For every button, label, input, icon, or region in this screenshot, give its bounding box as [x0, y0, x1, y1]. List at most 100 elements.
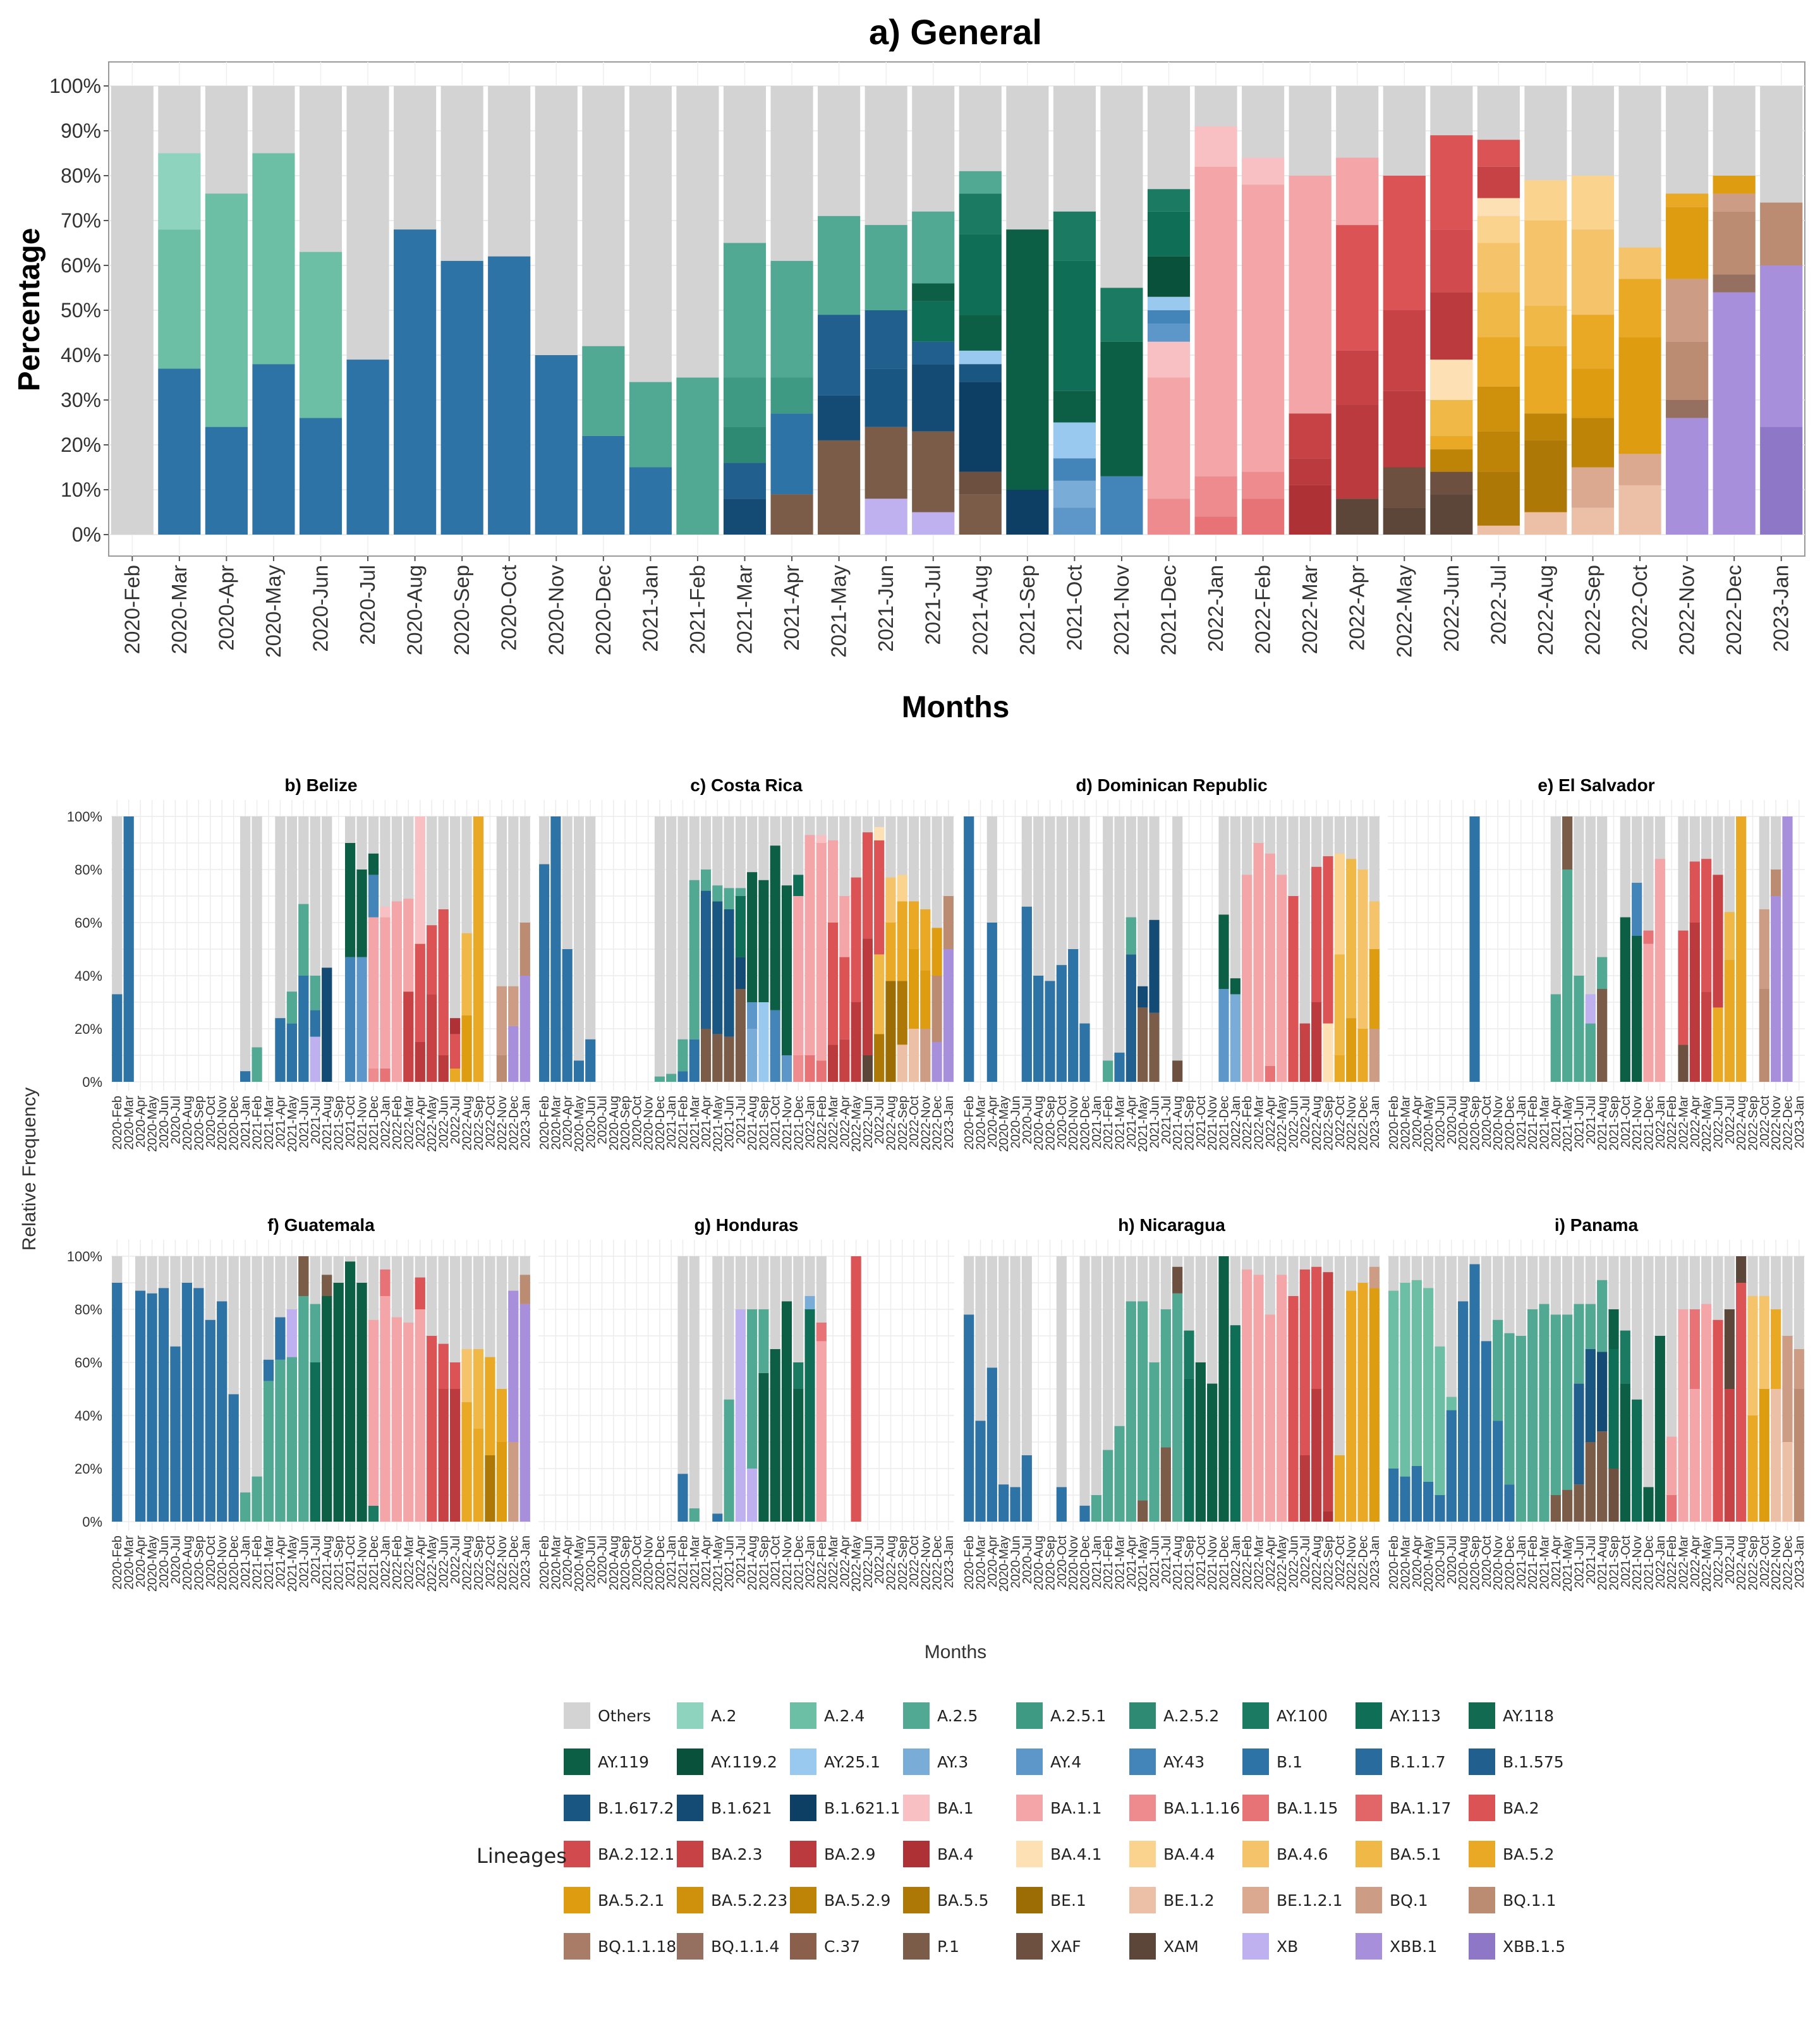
panel-x-tick-label: 2020-Sep — [619, 1096, 633, 1151]
general-x-tick-label: 2020-Sep — [450, 565, 473, 655]
panel-bar-segment — [851, 877, 861, 1002]
general-bar-segment — [723, 243, 767, 378]
panel-x-tick-label: 2022-Jun — [1712, 1536, 1726, 1588]
panel-bar-segment — [677, 1474, 688, 1522]
panel-bar-segment — [461, 1015, 472, 1082]
panel-x-tick-label: 2020-Jun — [1434, 1096, 1448, 1148]
legend-swatch — [677, 1841, 703, 1867]
panels-x-axis-label: Months — [925, 1642, 986, 1663]
panel-bar-segment — [380, 1270, 391, 1296]
legend-swatch — [1356, 1702, 1382, 1729]
panel-bar-segment — [1585, 1304, 1596, 1349]
panel-x-tick-label: 2021-Feb — [1526, 1536, 1540, 1590]
panel-x-tick-label: 2022-Nov — [1769, 1096, 1783, 1151]
panel-bar-others — [1103, 816, 1113, 1082]
panel-x-tick-label: 2021-Dec — [367, 1096, 381, 1151]
panel-x-tick-label: 2020-Jul — [596, 1096, 610, 1144]
general-bar-segment — [959, 315, 1002, 351]
panel-bar-segment — [1230, 978, 1241, 995]
panel-x-tick-label: 2020-Apr — [134, 1096, 148, 1148]
general-bar-segment — [1430, 229, 1473, 293]
panel-x-tick-label: 2020-Nov — [642, 1536, 656, 1591]
panel-bar-segment — [986, 923, 997, 1082]
panel-bar-segment — [1597, 1352, 1608, 1432]
panel-x-tick-label: 2023-Jan — [942, 1536, 956, 1588]
panel-x-tick-label: 2021-Jul — [734, 1096, 748, 1144]
panel-background — [963, 1240, 1380, 1530]
panel-bar-segment — [747, 872, 758, 1002]
panel-bar-segment — [322, 967, 332, 1082]
general-bar-segment — [158, 153, 201, 230]
panel-x-tick-label: 2020-Aug — [1457, 1536, 1471, 1591]
panel-x-tick-label: 2020-Oct — [1055, 1096, 1069, 1148]
panel-bar-segment — [666, 1074, 677, 1082]
panel-bar-segment — [1311, 1266, 1322, 1389]
legend-swatch — [1242, 1841, 1269, 1867]
panel-x-tick-label: 2022-Dec — [507, 1096, 521, 1151]
panel-x-tick-label: 2020-Dec — [1503, 1536, 1517, 1591]
panel-bar-segment — [1184, 1378, 1194, 1522]
panel-x-tick-label: 2022-Feb — [1241, 1096, 1254, 1150]
panel-bar-segment — [964, 816, 974, 1082]
panel-x-tick-label: 2022-Oct — [1333, 1096, 1347, 1148]
panel-bar-segment — [931, 1042, 942, 1082]
panel-bar-segment — [964, 1314, 974, 1522]
panel-bar-segment — [1311, 866, 1322, 1002]
legend-swatch — [1356, 1748, 1382, 1775]
panel-bar-segment — [1689, 1389, 1700, 1522]
general-y-tick-label: 50% — [61, 299, 101, 322]
panel-bar-segment — [415, 1309, 425, 1522]
panel-x-tick-label: 2021-Oct — [769, 1096, 783, 1148]
panel-x-tick-label: 2021-Oct — [1194, 1096, 1208, 1148]
panel-bar-segment — [368, 917, 379, 1069]
panel-x-tick-label: 2023-Jan — [942, 1096, 956, 1148]
panel-bar-segment — [897, 1045, 907, 1082]
general-bar-segment — [629, 382, 672, 468]
panel-x-tick-label: 2022-Aug — [1735, 1536, 1749, 1591]
panel-bar-segment — [724, 888, 734, 909]
panel-bar-segment — [415, 1042, 425, 1082]
panel-bar-segment — [770, 1349, 780, 1522]
general-bar-segment — [1147, 377, 1191, 499]
general-bar-segment — [205, 193, 248, 427]
general-bar-segment — [770, 377, 813, 414]
general-x-tick-label: 2022-Aug — [1534, 565, 1557, 655]
panel-x-tick-label: 2022-Feb — [1665, 1536, 1679, 1590]
legend-label: BA.5.2.23 — [711, 1891, 787, 1910]
panel-bar-segment — [1334, 1055, 1345, 1082]
panel-bar-segment — [1242, 875, 1253, 1082]
panel-x-tick-label: 2022-Dec — [1781, 1536, 1795, 1591]
panel-bar-segment — [1021, 906, 1032, 1082]
panel-x-tick-label: 2020-Mar — [549, 1096, 563, 1150]
panel-x-tick-label: 2021-Nov — [356, 1096, 370, 1151]
panel-bar-segment — [735, 989, 746, 1082]
panel-x-tick-label: 2021-Apr — [1125, 1536, 1139, 1588]
general-bar-segment — [1430, 135, 1473, 230]
legend-label: BA.1.15 — [1277, 1799, 1338, 1817]
general-bar-segment — [1053, 480, 1096, 508]
panel-x-tick-label: 2022-Apr — [414, 1536, 428, 1588]
general-x-tick-label: 2021-Oct — [1062, 565, 1086, 651]
general-bar-segment — [912, 364, 955, 432]
panel-bar-segment — [1585, 1023, 1596, 1082]
panel-x-tick-label: 2022-Jun — [437, 1536, 451, 1588]
panel-x-tick-label: 2020-Feb — [538, 1096, 552, 1150]
panel-x-tick-label: 2022-Apr — [414, 1096, 428, 1148]
panel-x-tick-label: 2020-Oct — [1480, 1536, 1494, 1588]
general-bar-segment — [1289, 458, 1332, 485]
panel-bar-segment — [1701, 859, 1712, 992]
panel-x-tick-label: 2021-May — [1561, 1536, 1575, 1592]
panel-bar-segment — [1585, 1442, 1596, 1522]
panel-bar-segment — [322, 1275, 332, 1296]
panel-bar-segment — [263, 1359, 274, 1381]
panel-bar-segment — [1138, 1007, 1148, 1082]
legend-label: BA.5.2.9 — [824, 1891, 890, 1910]
general-x-tick-label: 2022-Oct — [1628, 565, 1651, 651]
panel-x-tick-label: 2022-Mar — [827, 1096, 840, 1150]
panel-bar-segment — [508, 1290, 519, 1442]
panel-bar-segment — [403, 899, 414, 992]
panel-x-tick-label: 2022-May — [850, 1536, 864, 1592]
panel-bar-segment — [1056, 965, 1067, 1082]
general-bar-segment — [1194, 445, 1237, 476]
panel-x-tick-label: 2021-Mar — [1113, 1536, 1127, 1590]
